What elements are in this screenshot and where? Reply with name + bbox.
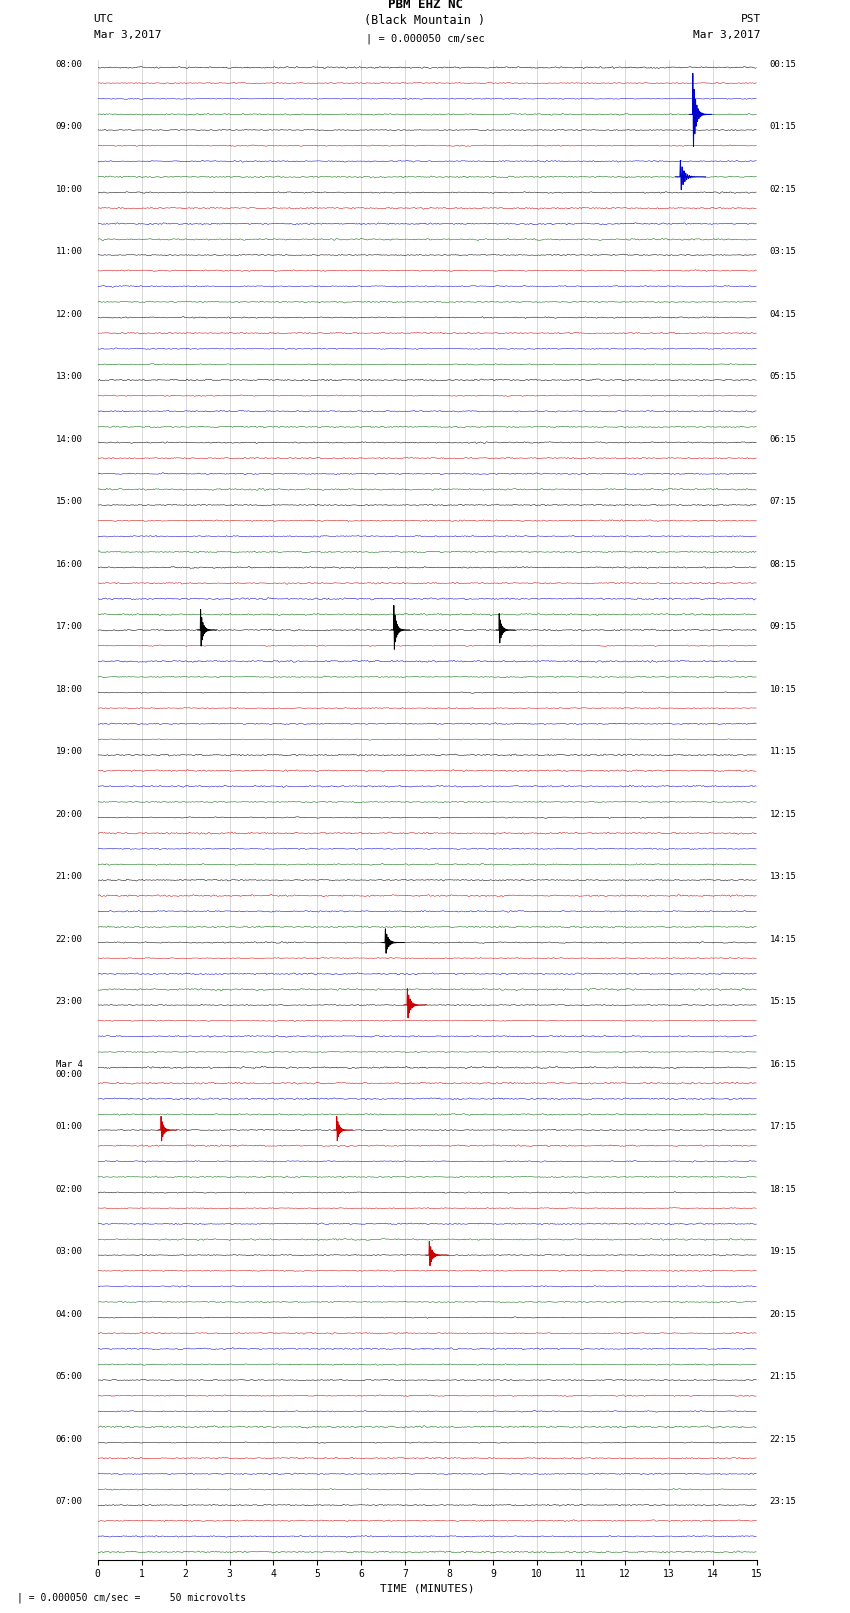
- Text: Mar 3,2017: Mar 3,2017: [694, 31, 761, 40]
- Text: 01:15: 01:15: [769, 123, 796, 131]
- Text: 18:00: 18:00: [55, 684, 82, 694]
- Text: 01:00: 01:00: [55, 1123, 82, 1131]
- Text: PST: PST: [740, 15, 761, 24]
- Text: 07:15: 07:15: [769, 497, 796, 506]
- Text: 23:15: 23:15: [769, 1497, 796, 1507]
- Text: 10:00: 10:00: [55, 185, 82, 194]
- Text: 11:00: 11:00: [55, 247, 82, 256]
- Text: 13:15: 13:15: [769, 873, 796, 881]
- Text: 16:00: 16:00: [55, 560, 82, 569]
- Text: 06:15: 06:15: [769, 434, 796, 444]
- Text: Mar 3,2017: Mar 3,2017: [94, 31, 161, 40]
- Text: 03:15: 03:15: [769, 247, 796, 256]
- Text: 07:00: 07:00: [55, 1497, 82, 1507]
- Text: 10:15: 10:15: [769, 684, 796, 694]
- Text: 20:00: 20:00: [55, 810, 82, 819]
- Text: 22:00: 22:00: [55, 934, 82, 944]
- Text: 04:15: 04:15: [769, 310, 796, 319]
- Text: PBM EHZ NC: PBM EHZ NC: [388, 0, 462, 11]
- Text: 04:00: 04:00: [55, 1310, 82, 1319]
- Text: 16:15: 16:15: [769, 1060, 796, 1069]
- Text: 20:15: 20:15: [769, 1310, 796, 1319]
- Text: 22:15: 22:15: [769, 1436, 796, 1444]
- Text: 15:15: 15:15: [769, 997, 796, 1007]
- Text: 03:00: 03:00: [55, 1247, 82, 1257]
- Text: | = 0.000050 cm/sec: | = 0.000050 cm/sec: [366, 32, 484, 44]
- Text: 19:15: 19:15: [769, 1247, 796, 1257]
- Text: | = 0.000050 cm/sec =     50 microvolts: | = 0.000050 cm/sec = 50 microvolts: [17, 1592, 246, 1603]
- Text: 06:00: 06:00: [55, 1436, 82, 1444]
- Text: 05:00: 05:00: [55, 1373, 82, 1381]
- Text: 21:15: 21:15: [769, 1373, 796, 1381]
- Text: 02:00: 02:00: [55, 1184, 82, 1194]
- Text: 05:15: 05:15: [769, 373, 796, 381]
- Text: 18:15: 18:15: [769, 1184, 796, 1194]
- Text: 00:15: 00:15: [769, 60, 796, 69]
- Text: 09:00: 09:00: [55, 123, 82, 131]
- Text: 14:15: 14:15: [769, 934, 796, 944]
- Text: 13:00: 13:00: [55, 373, 82, 381]
- X-axis label: TIME (MINUTES): TIME (MINUTES): [380, 1584, 474, 1594]
- Text: 23:00: 23:00: [55, 997, 82, 1007]
- Text: 21:00: 21:00: [55, 873, 82, 881]
- Text: 08:15: 08:15: [769, 560, 796, 569]
- Text: 19:00: 19:00: [55, 747, 82, 756]
- Text: 17:15: 17:15: [769, 1123, 796, 1131]
- Text: 12:00: 12:00: [55, 310, 82, 319]
- Text: 12:15: 12:15: [769, 810, 796, 819]
- Text: (Black Mountain ): (Black Mountain ): [365, 15, 485, 27]
- Text: 02:15: 02:15: [769, 185, 796, 194]
- Text: 17:00: 17:00: [55, 623, 82, 631]
- Text: 14:00: 14:00: [55, 434, 82, 444]
- Text: 09:15: 09:15: [769, 623, 796, 631]
- Text: 11:15: 11:15: [769, 747, 796, 756]
- Text: Mar 4
00:00: Mar 4 00:00: [55, 1060, 82, 1079]
- Text: 15:00: 15:00: [55, 497, 82, 506]
- Text: UTC: UTC: [94, 15, 114, 24]
- Text: 08:00: 08:00: [55, 60, 82, 69]
